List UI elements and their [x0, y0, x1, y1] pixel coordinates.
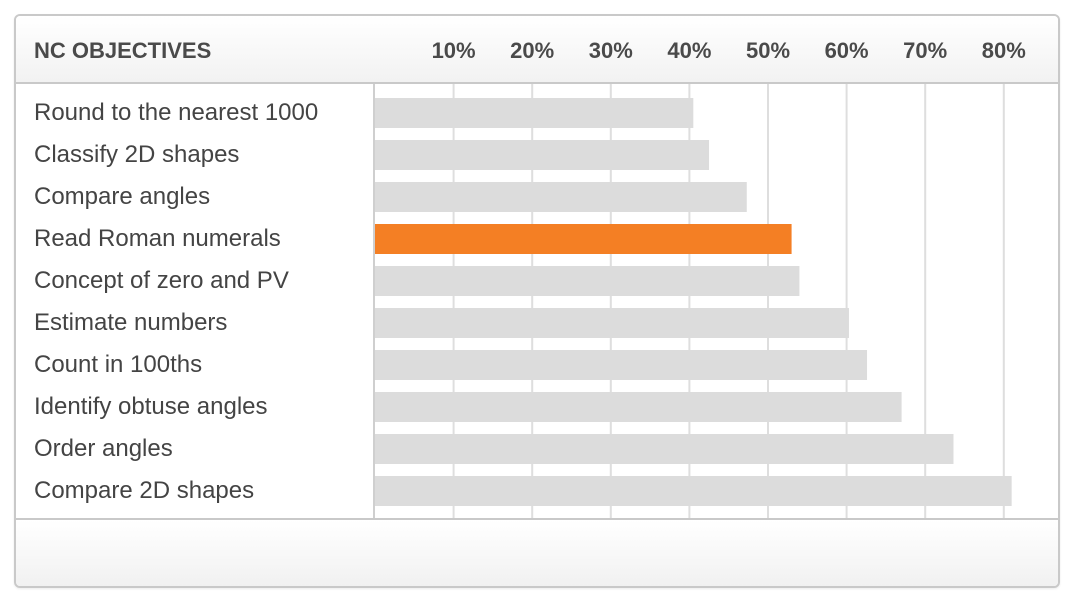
category-label: Compare angles: [34, 183, 211, 210]
chart-footer: [16, 518, 1058, 586]
bar-3: [375, 182, 747, 212]
x-tick-label: 10%: [431, 38, 476, 63]
x-tick-label: 80%: [981, 38, 1026, 63]
x-tick-label: 20%: [510, 38, 555, 63]
x-tick-label: 40%: [667, 38, 712, 63]
category-label: Classify 2D shapes: [34, 141, 240, 168]
bar-7: [375, 350, 868, 380]
category-label: Count in 100ths: [34, 351, 203, 378]
chart-panel: NC OBJECTIVES 10% 20% 30% 40% 50% 60% 70% 80% R…: [14, 14, 1060, 588]
x-tick-label: 30%: [588, 38, 633, 63]
bar-9: [375, 434, 954, 464]
category-label: Concept of zero and PV: [34, 267, 289, 294]
chart-title: NC OBJECTIVES: [34, 38, 212, 63]
bar-5: [375, 266, 800, 296]
bar-2: [375, 140, 710, 170]
bar-8: [375, 392, 902, 422]
bar-4: [375, 224, 792, 254]
category-label: Estimate numbers: [34, 309, 228, 336]
bar-chart-svg: [375, 84, 1012, 522]
category-labels: Round to the nearest 1000 Classify 2D sha…: [16, 84, 374, 522]
category-label: Round to the nearest 1000: [34, 99, 319, 126]
bar-6: [375, 308, 849, 338]
bar-10: [375, 476, 1012, 506]
bar-1: [375, 98, 694, 128]
plot-area: [373, 84, 1058, 522]
x-tick-label: 50%: [745, 38, 791, 63]
x-tick-label: 60%: [824, 38, 869, 63]
chart-header: NC OBJECTIVES 10% 20% 30% 40% 50% 60% 70% 80%: [16, 16, 1058, 84]
category-label: Identify obtuse angles: [34, 393, 268, 420]
category-label: Order angles: [34, 435, 173, 462]
category-label: Read Roman numerals: [34, 225, 281, 252]
x-tick-label: 70%: [903, 38, 948, 63]
category-label: Compare 2D shapes: [34, 477, 255, 504]
